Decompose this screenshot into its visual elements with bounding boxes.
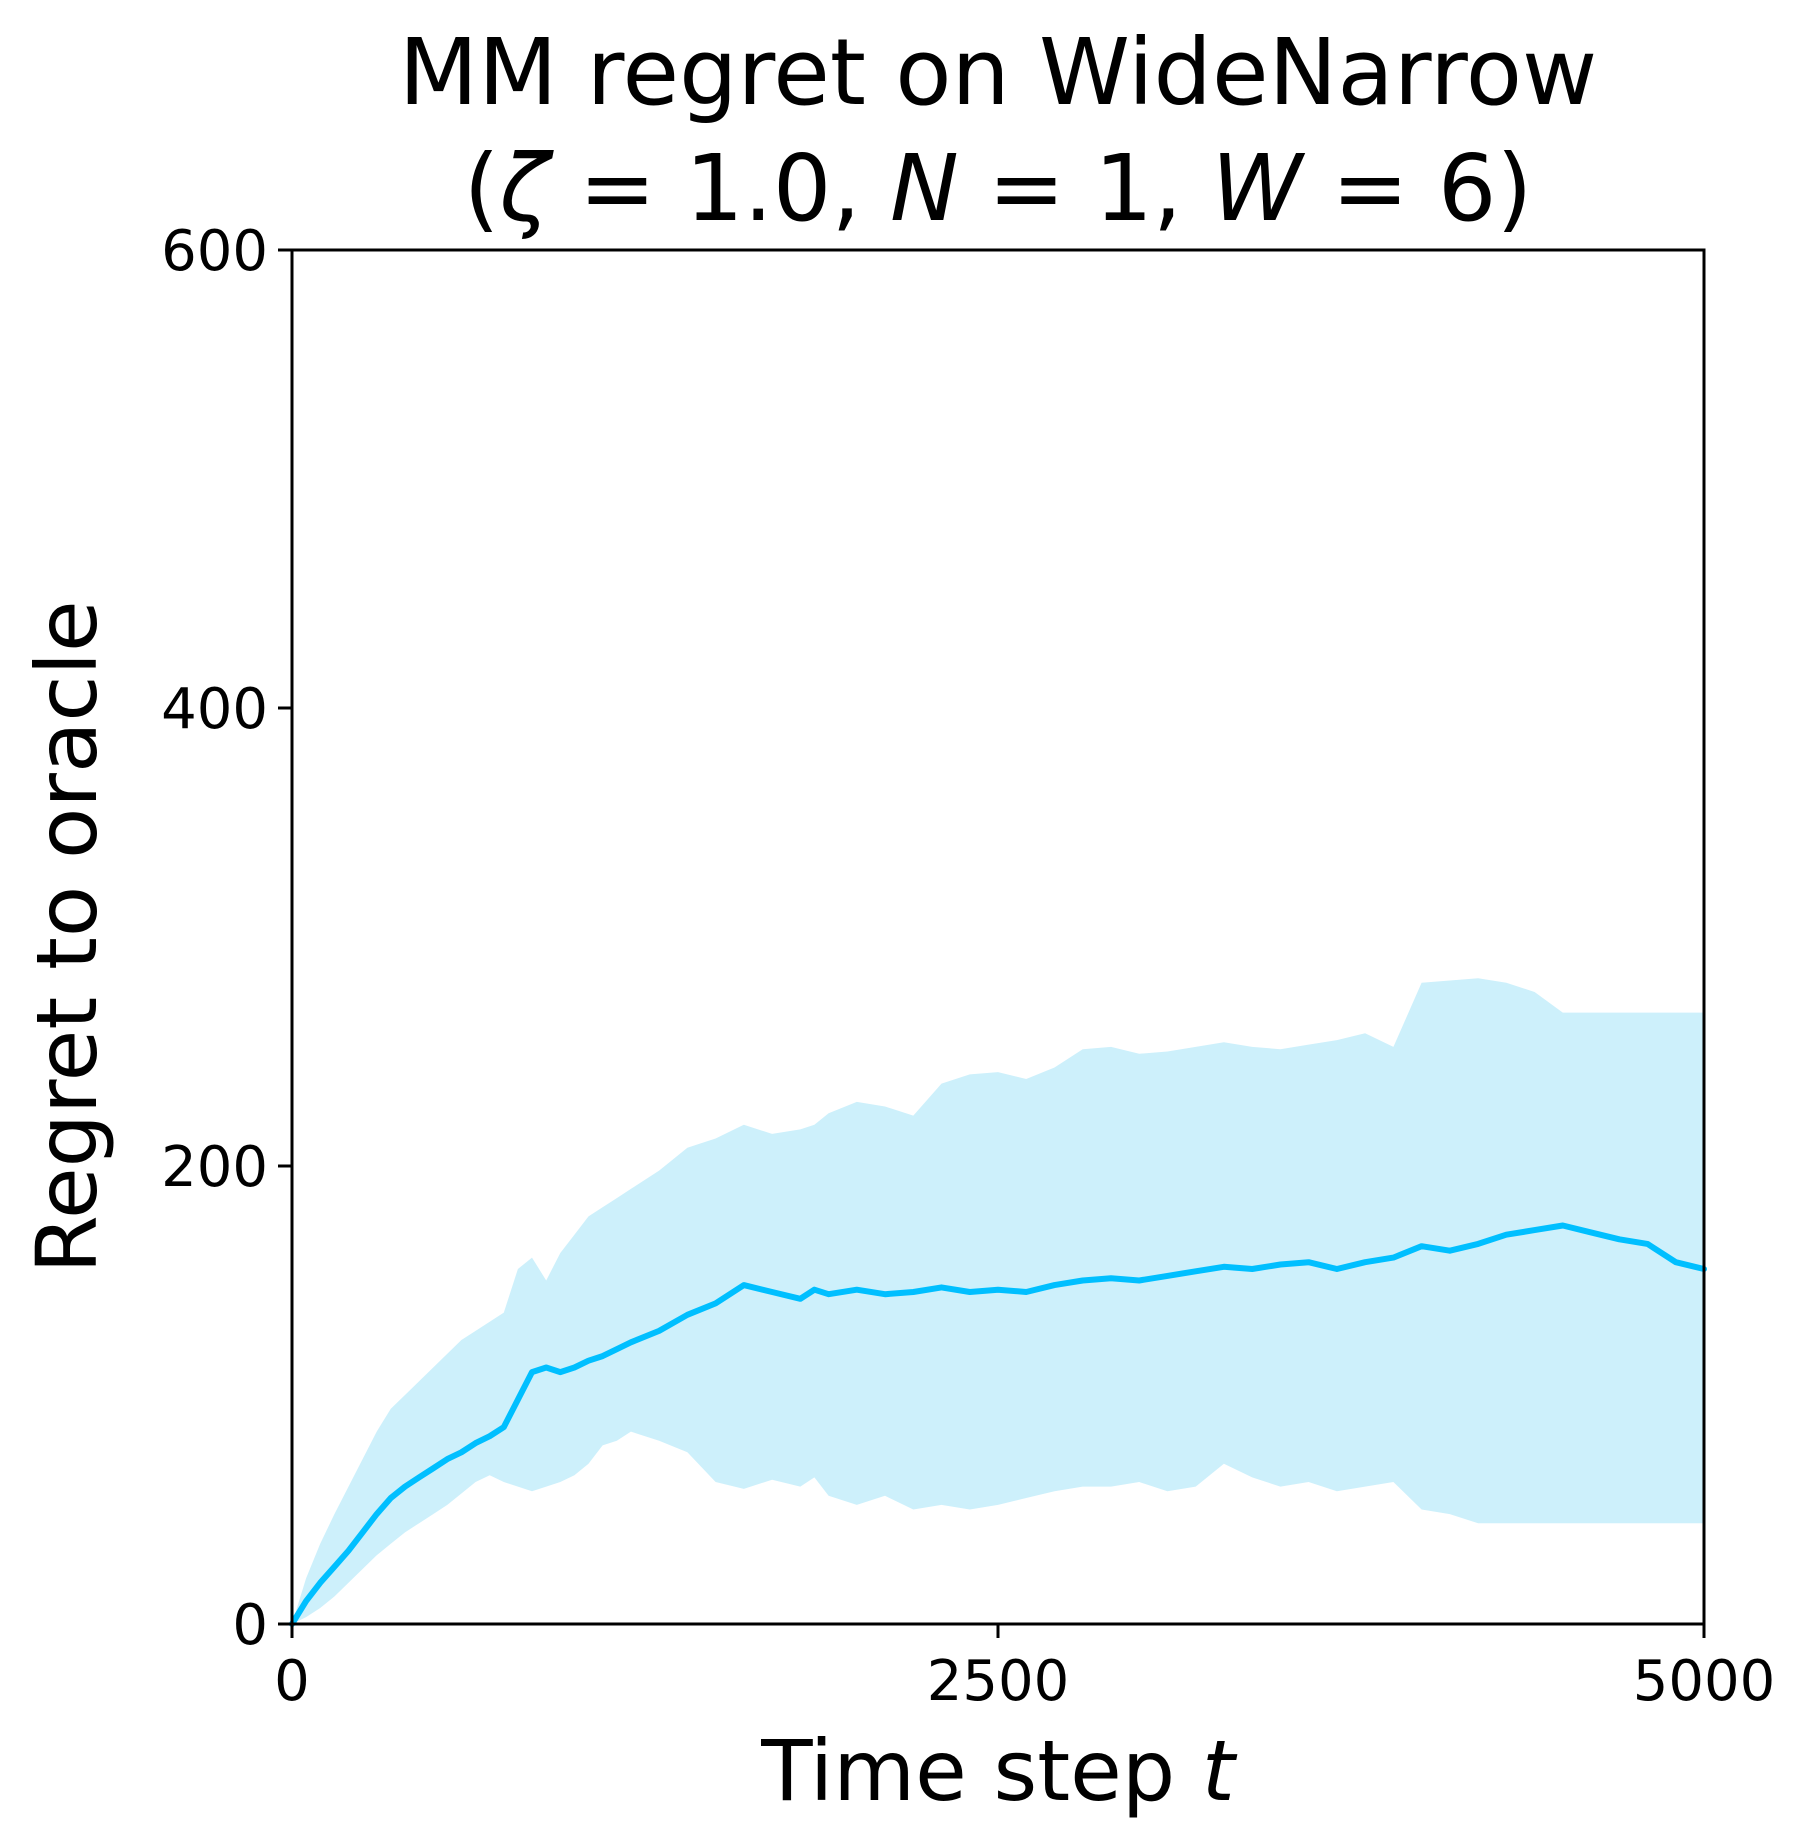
chart-title-line1: MM regret on WideNarrow (399, 19, 1598, 126)
title-n-value: = 1, (959, 135, 1212, 242)
title-w-value: = 6) (1302, 135, 1532, 242)
x-tick-label: 0 (274, 1649, 310, 1714)
y-axis: 0 200 400 600 (161, 219, 292, 1658)
title-zeta-symbol: ζ (499, 135, 555, 242)
y-tick-label: 200 (161, 1135, 268, 1200)
y-tick-label: 0 (232, 1593, 268, 1658)
mean-regret-line (289, 1222, 1707, 1627)
x-axis-label-variable: t (1202, 1722, 1238, 1820)
confidence-band (292, 978, 1704, 1624)
plot-area (289, 978, 1707, 1627)
title-open-paren: ( (464, 135, 500, 242)
y-tick-label: 600 (161, 219, 268, 284)
chart-title-line2: (ζ = 1.0, N = 1, W = 6) (464, 135, 1533, 242)
x-tick-label: 5000 (1633, 1649, 1776, 1714)
title-zeta-value: = 1.0, (550, 135, 890, 242)
x-axis-label-text: Time step (760, 1722, 1202, 1820)
title-w-symbol: W (1211, 135, 1305, 242)
y-tick-label: 400 (161, 677, 268, 742)
x-axis-label: Time step t (760, 1722, 1238, 1820)
x-axis: 0 2500 5000 (274, 1624, 1775, 1714)
title-n-symbol: N (890, 135, 959, 242)
y-axis-label: Regret to oracle (18, 600, 116, 1273)
x-tick-label: 2500 (927, 1649, 1070, 1714)
